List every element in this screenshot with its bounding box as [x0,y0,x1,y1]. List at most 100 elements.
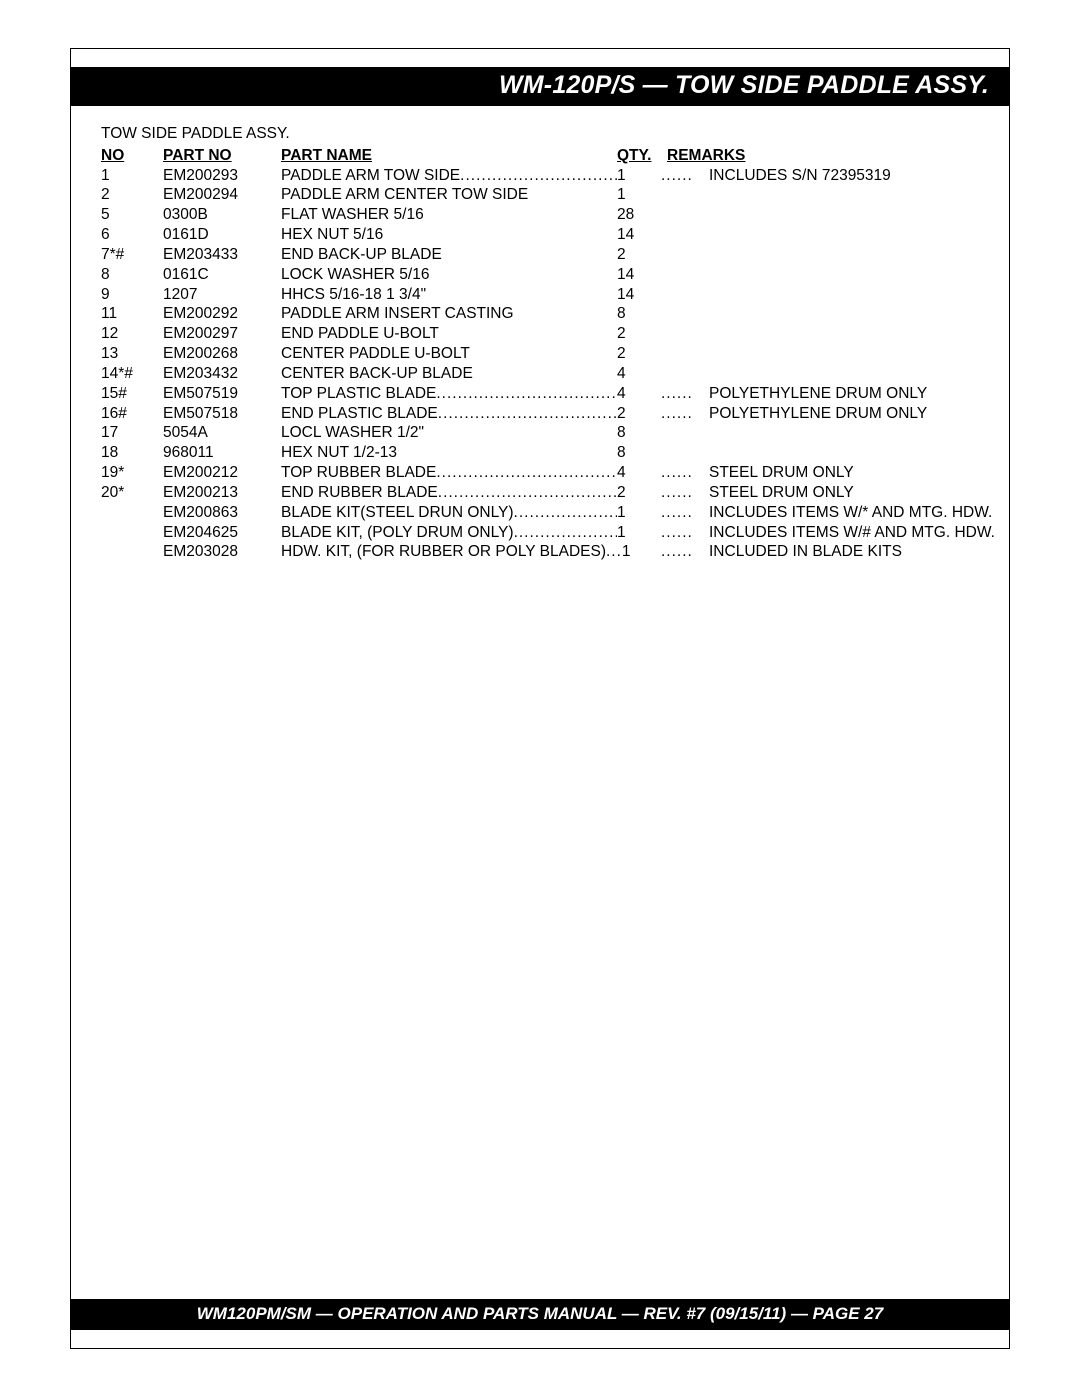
parts-row: 13EM200268CENTER PADDLE U-BOLT2 [101,344,979,364]
cell-remarks: STEEL DRUM ONLY [709,483,854,503]
cell-name-qty: BLADE KIT(STEEL DRUN ONLY) .............… [281,503,661,523]
cell-part-no: EM507518 [163,404,281,424]
cell-part-no: EM203028 [163,542,281,562]
parts-row: 1EM200293PADDLE ARM TOW SIDE ...........… [101,166,979,186]
leader-dots: ........................................… [438,483,617,503]
cell-qty: 14 [617,265,661,285]
parts-row: 16#EM507518END PLASTIC BLADE ...........… [101,404,979,424]
cell-qty: 1 [617,185,661,205]
cell-qty: 8 [617,443,661,463]
title-bar: WM-120P/S — TOW SIDE PADDLE ASSY. [71,67,1009,106]
footer-text: WM120PM/SM — OPERATION AND PARTS MANUAL … [197,1304,883,1323]
cell-name-qty: BLADE KIT, (POLY DRUM ONLY) ............… [281,523,661,543]
cell-remarks: INCLUDES S/N 72395319 [709,166,891,186]
parts-row: 14*#EM203432CENTER BACK-UP BLADE4 [101,364,979,384]
cell-name-qty: FLAT WASHER 5/1628 [281,205,661,225]
cell-qty: 2 [617,404,661,424]
cell-name-qty: PADDLE ARM TOW SIDE ....................… [281,166,661,186]
cell-part-name: FLAT WASHER 5/16 [281,205,424,225]
leader-dots: ...... [661,166,709,186]
cell-part-no: EM200863 [163,503,281,523]
cell-name-qty: LOCK WASHER 5/1614 [281,265,661,285]
header-name-qty: PART NAME QTY. [281,146,661,166]
parts-row: 91207HHCS 5/16-18 1 3/4"14 [101,285,979,305]
header-remarks: REMARKS [661,146,745,166]
cell-no: 19* [101,463,163,483]
cell-qty: 1 [622,542,666,562]
cell-name-qty: PADDLE ARM INSERT CASTING8 [281,304,661,324]
leader-dots: ........................................… [514,523,617,543]
cell-qty: 14 [617,225,661,245]
cell-part-no: EM203432 [163,364,281,384]
leader-dots: ...... [661,404,709,424]
parts-row: EM204625BLADE KIT, (POLY DRUM ONLY) ....… [101,523,979,543]
parts-row: EM200863BLADE KIT(STEEL DRUN ONLY) .....… [101,503,979,523]
cell-remarks-wrap [661,265,979,285]
cell-part-name: END PLASTIC BLADE [281,404,438,424]
cell-no: 16# [101,404,163,424]
cell-remarks-wrap: ...... STEEL DRUM ONLY [661,483,979,503]
cell-no: 7*# [101,245,163,265]
cell-remarks-wrap: ...... STEEL DRUM ONLY [661,463,979,483]
leader-dots: ........................................… [438,404,617,424]
parts-row: 2EM200294PADDLE ARM CENTER TOW SIDE 1 [101,185,979,205]
parts-row: 50300BFLAT WASHER 5/1628 [101,205,979,225]
cell-no: 2 [101,185,163,205]
cell-part-name: BLADE KIT, (POLY DRUM ONLY) [281,523,514,543]
cell-remarks: POLYETHYLENE DRUM ONLY [709,404,927,424]
cell-remarks-wrap: ...... POLYETHYLENE DRUM ONLY [661,384,979,404]
cell-part-name: END PADDLE U-BOLT [281,324,439,344]
cell-remarks: INCLUDES ITEMS W/# AND MTG. HDW. [709,523,995,543]
parts-header-row: NO PART NO PART NAME QTY. REMARKS [101,146,979,166]
leader-dots: ...... [661,542,709,562]
cell-part-no: 0161C [163,265,281,285]
cell-part-name: END BACK-UP BLADE [281,245,442,265]
header-qty: QTY. [617,146,661,166]
cell-qty: 1 [617,166,661,186]
cell-part-no: EM507519 [163,384,281,404]
cell-qty: 8 [617,423,661,443]
cell-part-no: EM200213 [163,483,281,503]
cell-name-qty: END PADDLE U-BOLT2 [281,324,661,344]
cell-no: 15# [101,384,163,404]
cell-part-name: CENTER BACK-UP BLADE [281,364,473,384]
cell-qty: 2 [617,483,661,503]
cell-name-qty: LOCL WASHER 1/2"8 [281,423,661,443]
parts-row: 20*EM200213END RUBBER BLADE ............… [101,483,979,503]
cell-part-no: EM200297 [163,324,281,344]
header-part-name: PART NAME [281,146,372,166]
cell-remarks-wrap: ...... INCLUDES S/N 72395319 [661,166,979,186]
cell-remarks: INCLUDES ITEMS W/* AND MTG. HDW. [709,503,992,523]
cell-name-qty: HEX NUT 1/2-13 8 [281,443,661,463]
parts-row: 19*EM200212TOP RUBBER BLADE ............… [101,463,979,483]
cell-remarks-wrap [661,285,979,305]
cell-part-name: PADDLE ARM INSERT CASTING [281,304,514,324]
cell-qty: 14 [617,285,661,305]
leader-dots: ........................................… [514,503,617,523]
cell-part-no: 0161D [163,225,281,245]
leader-dots: ........................................… [436,384,617,404]
cell-part-no: 5054A [163,423,281,443]
cell-part-no: EM200294 [163,185,281,205]
cell-remarks-wrap [661,205,979,225]
cell-part-name: CENTER PADDLE U-BOLT [281,344,470,364]
cell-remarks-wrap [661,324,979,344]
cell-remarks-wrap [661,185,979,205]
cell-part-no: EM203433 [163,245,281,265]
header-part-no: PART NO [163,146,281,166]
section-subtitle: TOW SIDE PADDLE ASSY. [101,124,979,146]
page-title: WM-120P/S — TOW SIDE PADDLE ASSY. [499,71,989,100]
cell-remarks: POLYETHYLENE DRUM ONLY [709,384,927,404]
cell-remarks-wrap [661,443,979,463]
cell-part-name: PADDLE ARM CENTER TOW SIDE [281,185,528,205]
cell-remarks-wrap: ...... POLYETHYLENE DRUM ONLY [661,404,979,424]
cell-part-name: PADDLE ARM TOW SIDE [281,166,460,186]
parts-row: 80161CLOCK WASHER 5/1614 [101,265,979,285]
cell-remarks-wrap [661,225,979,245]
cell-no: 9 [101,285,163,305]
parts-row: 175054ALOCL WASHER 1/2"8 [101,423,979,443]
cell-no: 11 [101,304,163,324]
cell-part-name: HEX NUT 1/2-13 [281,443,397,463]
cell-name-qty: CENTER BACK-UP BLADE4 [281,364,661,384]
cell-part-no: EM200268 [163,344,281,364]
